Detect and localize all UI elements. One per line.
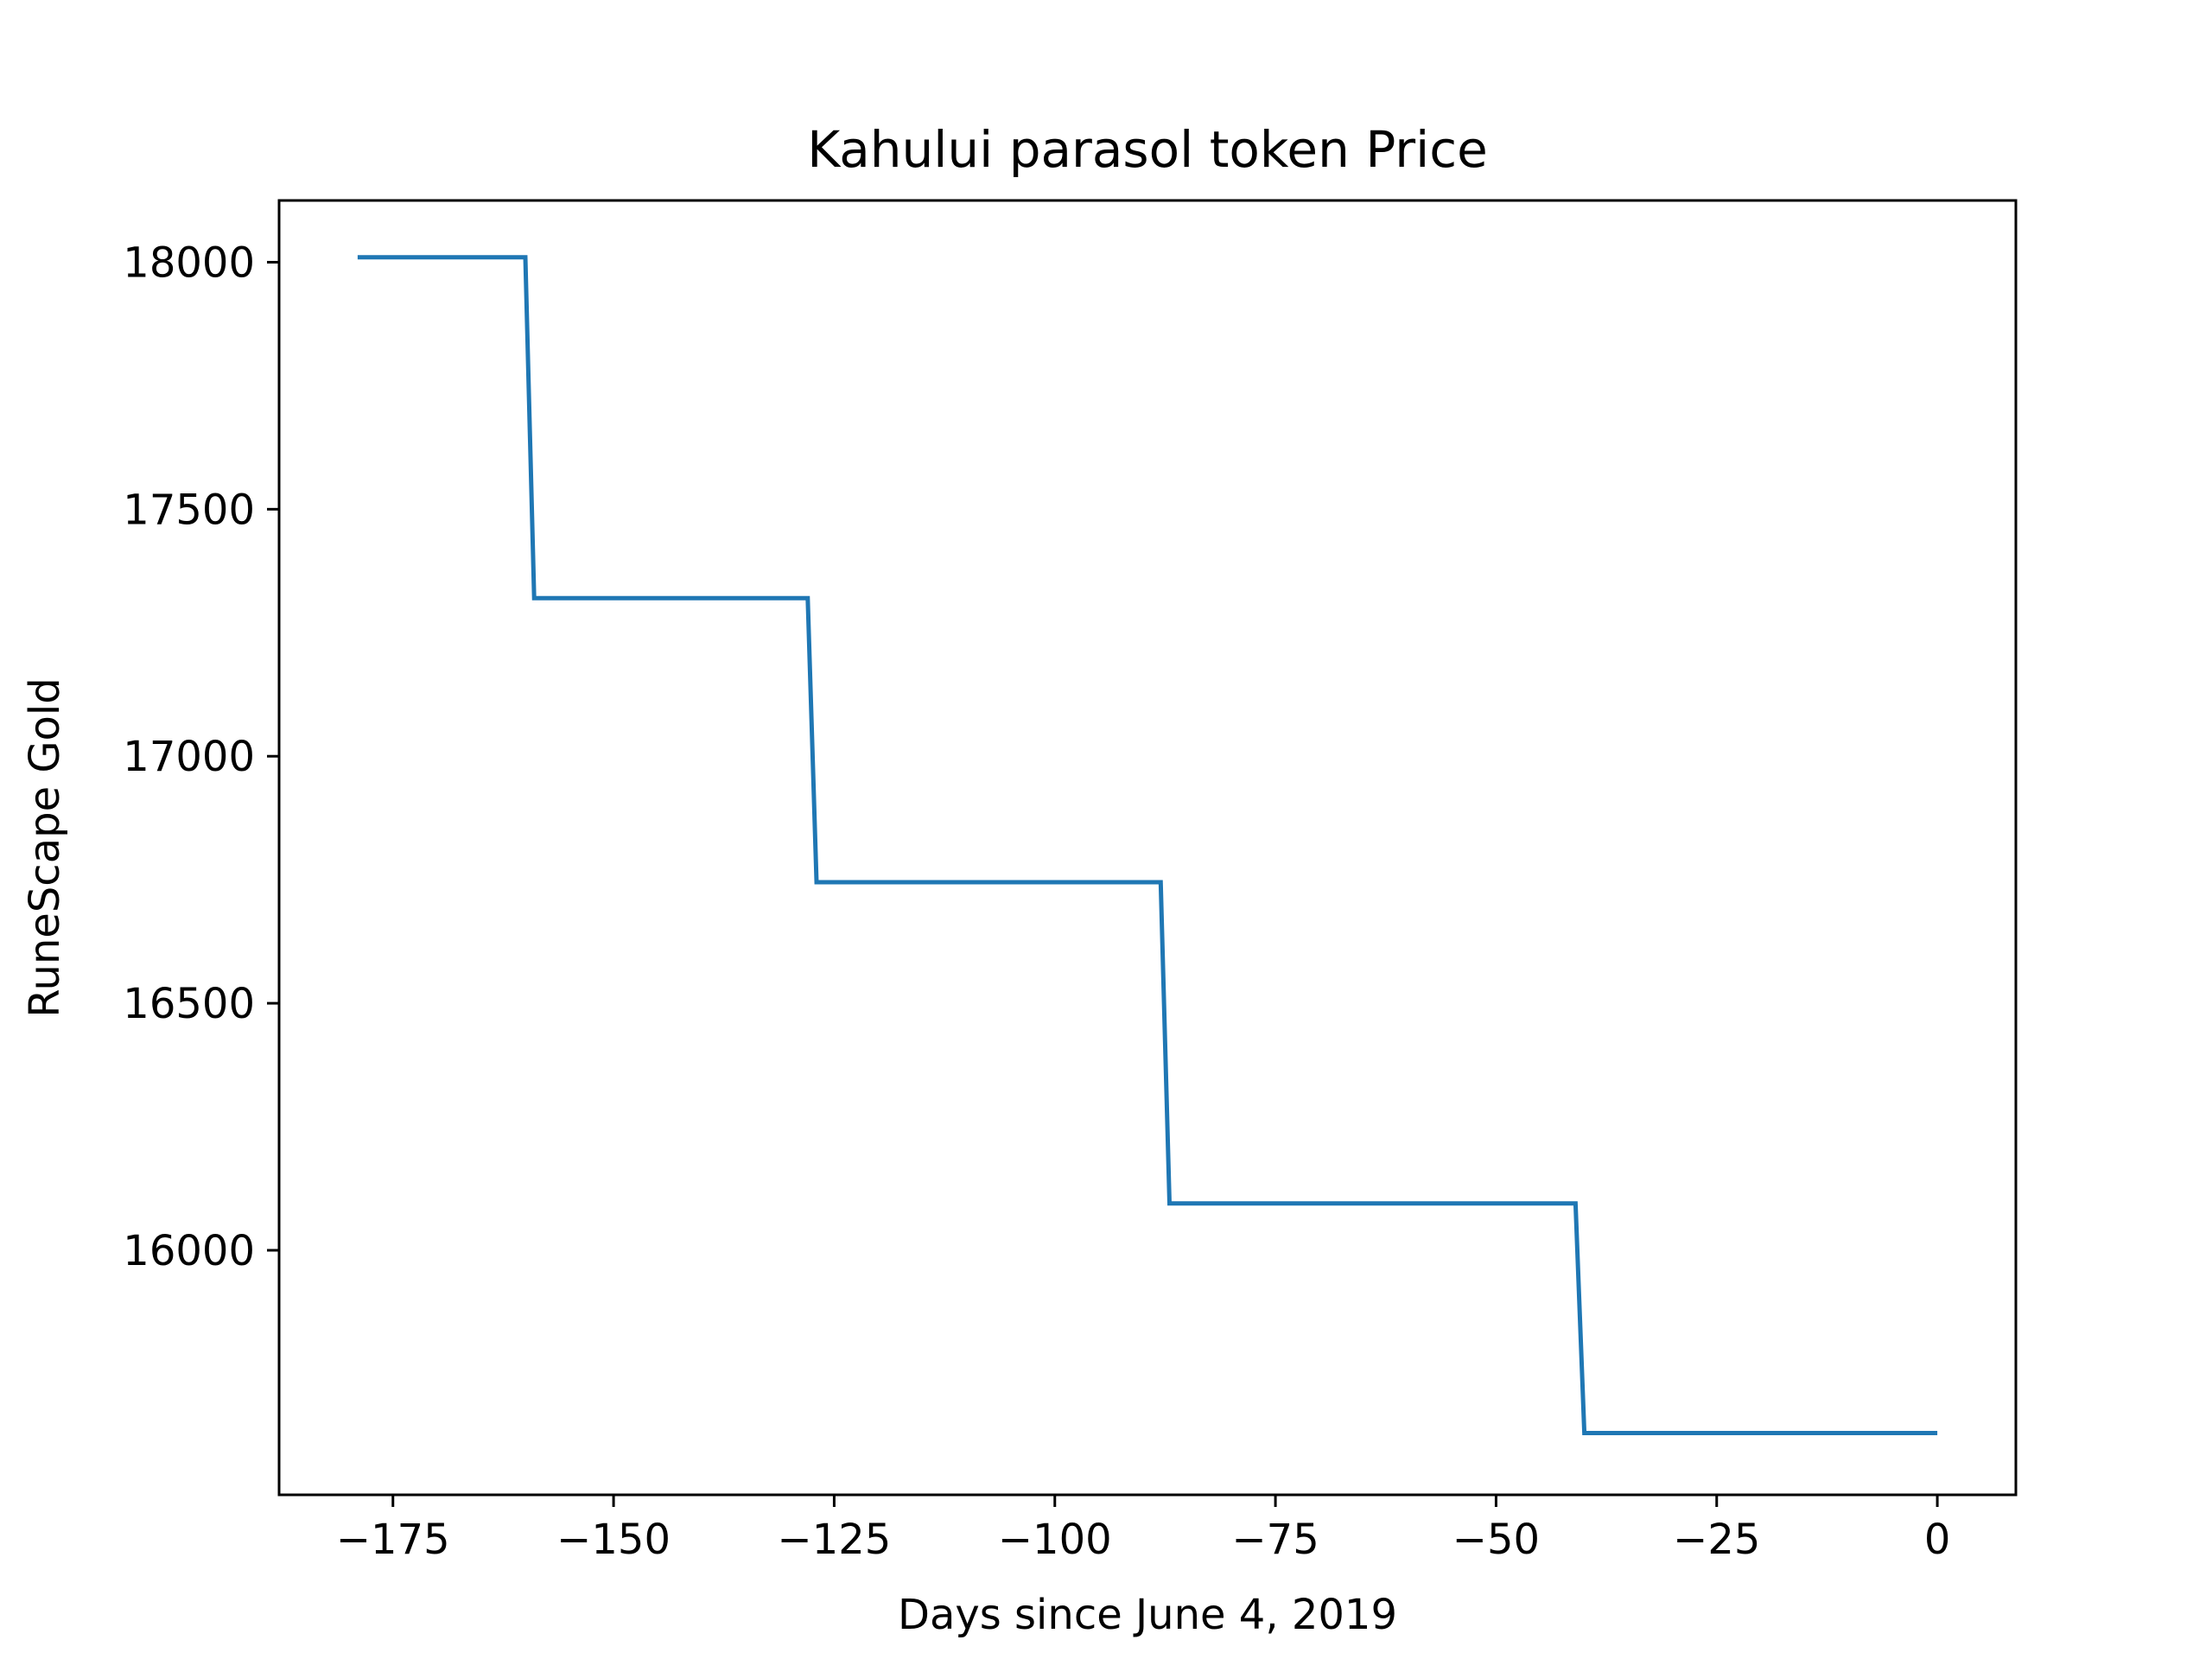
x-tick-label: −75 — [1231, 1516, 1319, 1564]
y-axis-label: RuneScape Gold — [21, 677, 69, 1017]
x-tick-label: −25 — [1673, 1516, 1760, 1564]
y-tick-label: 16000 — [123, 1227, 255, 1275]
x-axis-ticks: −175 −150 −125 −100 −75 −50 −25 0 — [336, 1495, 1951, 1564]
x-tick-label: −100 — [998, 1516, 1112, 1564]
y-tick-label: 18000 — [123, 238, 255, 287]
axes-frame — [277, 199, 2018, 1497]
y-axis-ticks: 16000 16500 17000 17500 18000 — [123, 238, 279, 1275]
x-axis-label: Days since June 4, 2019 — [898, 1591, 1397, 1639]
chart-title: Kahului parasol token Price — [807, 120, 1488, 179]
x-tick-label: 0 — [1924, 1516, 1951, 1564]
plot-lines — [357, 255, 1938, 1435]
x-tick-label: −125 — [778, 1516, 892, 1564]
y-tick-label: 16500 — [123, 980, 255, 1028]
x-tick-label: −175 — [336, 1516, 450, 1564]
price-series-line — [357, 255, 1938, 1435]
y-tick-label: 17000 — [123, 733, 255, 781]
x-tick-label: −50 — [1452, 1516, 1540, 1564]
y-tick-label: 17500 — [123, 486, 255, 534]
x-tick-label: −150 — [556, 1516, 671, 1564]
